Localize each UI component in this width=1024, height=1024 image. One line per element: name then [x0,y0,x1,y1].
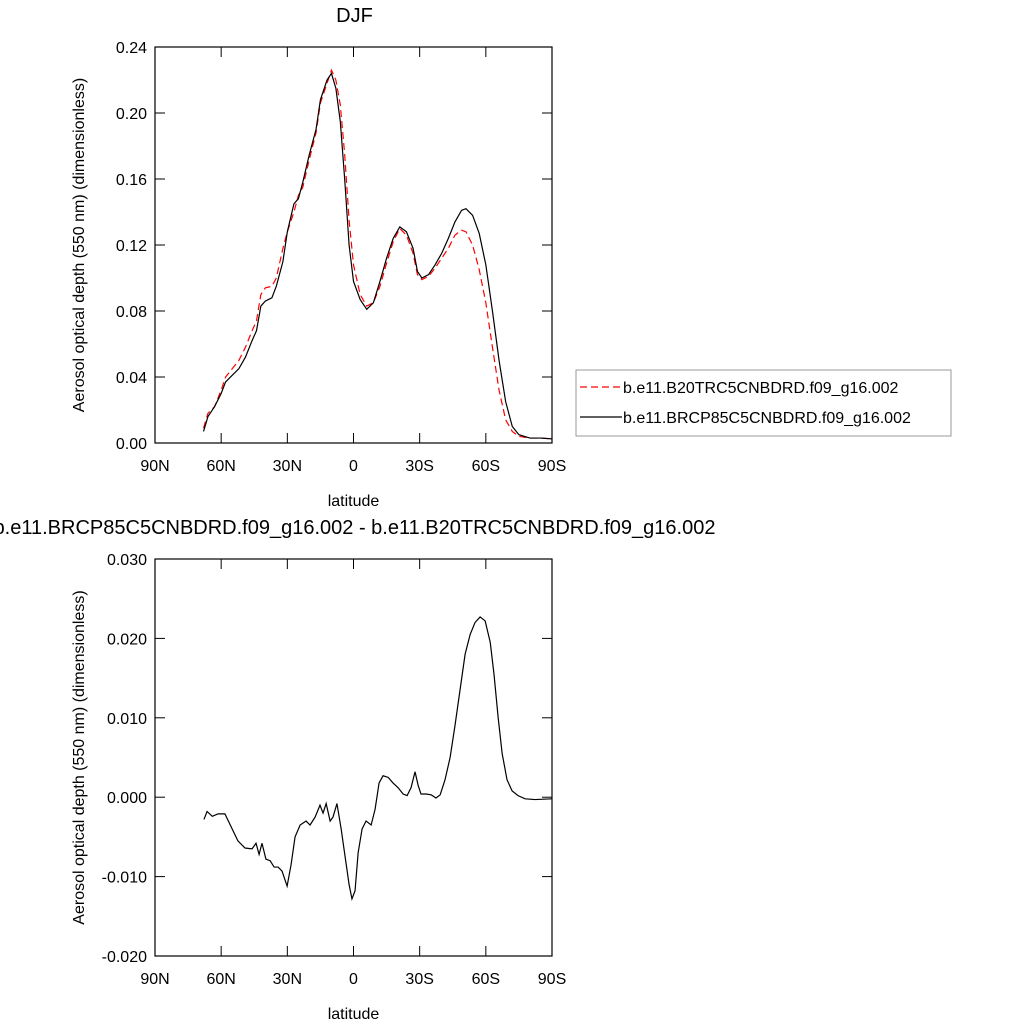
chart-title: b.e11.BRCP85C5CNBDRD.f09_g16.002 - b.e11… [0,517,715,539]
x-tick-label: 0 [349,458,358,475]
x-axis-label: latitude [328,493,380,510]
x-tick-label: 30S [405,971,433,988]
x-tick-label: 30N [273,971,302,988]
x-tick-label: 0 [349,971,358,988]
y-tick-label: 0.020 [107,631,147,648]
legend-box [575,369,952,437]
y-tick-label: 0.20 [116,106,147,123]
x-tick-label: 90N [140,458,169,475]
x-axis-label: latitude [328,1006,380,1023]
y-tick-label: 0.08 [116,304,147,321]
y-tick-label: -0.010 [102,870,147,887]
x-tick-label: 30N [273,458,302,475]
x-tick-label: 30S [405,458,433,475]
x-tick-label: 60S [472,971,500,988]
series-line [202,68,553,440]
plot-frame [154,558,553,957]
y-axis-label: Aerosol optical depth (550 nm) (dimensio… [71,590,88,924]
x-tick-label: 60N [206,971,235,988]
x-tick-label: 60S [472,458,500,475]
legend-label: b.e11.B20TRC5CNBDRD.f09_g16.002 [623,380,899,397]
y-axis-label: Aerosol optical depth (550 nm) (dimensio… [71,78,88,412]
x-tick-label: 60N [206,458,235,475]
series-line [203,616,553,901]
y-tick-label: -0.020 [102,949,147,966]
y-tick-label: 0.00 [116,436,147,453]
y-tick-label: 0.030 [107,552,147,569]
y-tick-label: 0.16 [116,172,147,189]
y-tick-label: 0.04 [116,370,147,387]
x-tick-label: 90S [538,971,566,988]
plot-frame [154,46,553,444]
series-line [202,72,553,440]
y-tick-label: 0.010 [107,711,147,728]
legend-label: b.e11.BRCP85C5CNBDRD.f09_g16.002 [623,410,911,427]
y-tick-label: 0.24 [116,40,147,57]
chart-title: DJF [336,5,373,27]
x-tick-label: 90S [538,458,566,475]
y-tick-label: 0.000 [107,790,147,807]
x-tick-label: 90N [140,971,169,988]
y-tick-label: 0.12 [116,238,147,255]
